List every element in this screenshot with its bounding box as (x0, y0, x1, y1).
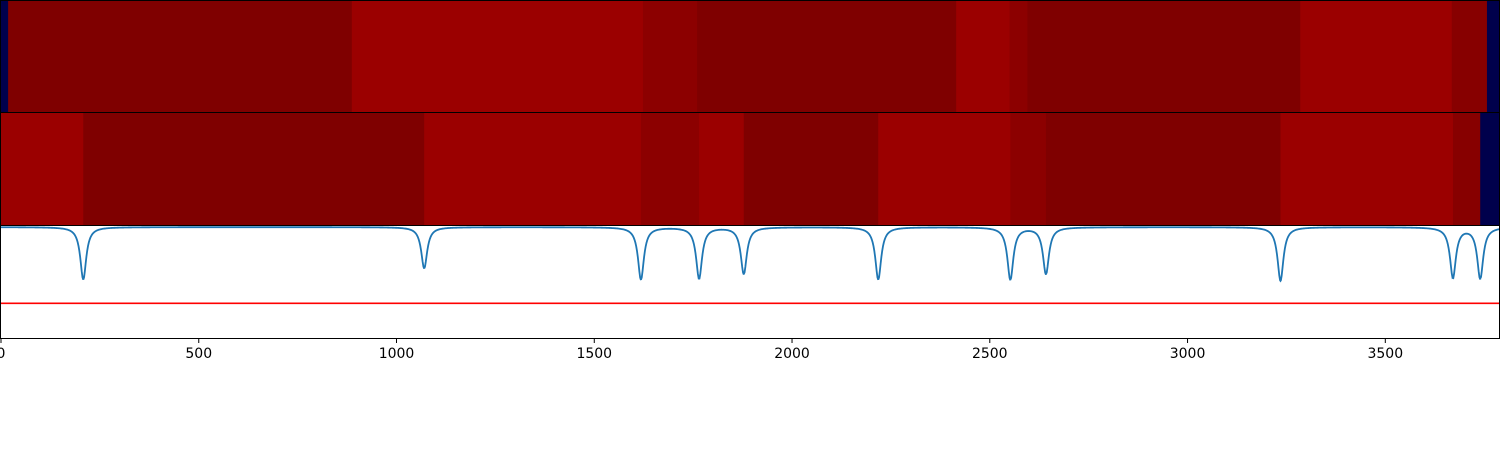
x-tick-label-3: 1500 (576, 346, 612, 362)
heatmap-segment-7 (1027, 1, 1301, 112)
line-plot-panel (1, 226, 1500, 339)
heatmap-segment-1 (83, 113, 425, 225)
x-tick-label-5: 2500 (972, 346, 1008, 362)
x-tick-label-7: 3500 (1367, 346, 1403, 362)
heatmap-segment-7 (1010, 113, 1046, 225)
heatmap-segment-11 (1480, 113, 1500, 225)
heatmap-segment-4 (697, 1, 957, 112)
x-tick-label-0: 0 (0, 346, 5, 362)
heatmap-segment-5 (744, 113, 879, 225)
x-tick-label-2: 1000 (379, 346, 415, 362)
heatmap-segment-6 (878, 113, 1011, 225)
heatmap-segment-3 (643, 1, 698, 112)
heatmap-segment-6 (1010, 1, 1028, 112)
heatmap-segment-4 (699, 113, 744, 225)
heatmap-segment-5 (956, 1, 1010, 112)
heatmap-segment-2 (352, 1, 644, 112)
heatmap-segment-8 (1046, 113, 1281, 225)
heatmap-segment-10 (1453, 113, 1481, 225)
heatmap-bottom-panel (1, 113, 1500, 226)
heatmap-segment-9 (1280, 113, 1453, 225)
x-tick-label-6: 3000 (1170, 346, 1206, 362)
heatmap-segment-2 (424, 113, 641, 225)
heatmap-segment-0 (1, 1, 9, 112)
x-axis: 0 500 1000 1500 2000 2500 3000 3500 (0, 338, 1403, 362)
x-tick-label-4: 2000 (774, 346, 810, 362)
heatmap-top-panel (1, 1, 1500, 113)
heatmap-segment-8 (1300, 1, 1452, 112)
heatmap-segment-0 (1, 113, 84, 225)
heatmap-segment-9 (1452, 1, 1488, 112)
x-tick-label-1: 500 (185, 346, 212, 362)
heatmap-segment-1 (8, 1, 352, 112)
heatmap-segment-10 (1487, 1, 1500, 112)
heatmap-segment-3 (641, 113, 700, 225)
